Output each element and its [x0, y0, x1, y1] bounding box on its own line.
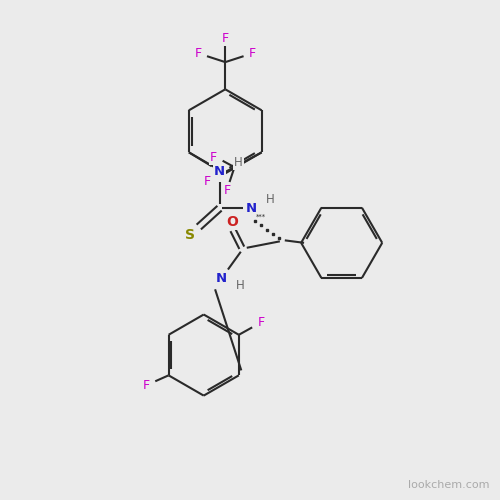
Text: F: F: [258, 316, 264, 329]
Text: F: F: [210, 151, 218, 164]
Text: F: F: [249, 46, 256, 60]
Text: F: F: [224, 184, 230, 198]
Text: N: N: [216, 272, 226, 285]
Text: H: H: [266, 193, 275, 206]
Text: F: F: [204, 174, 211, 188]
Text: F: F: [222, 32, 229, 45]
Text: N: N: [246, 202, 257, 214]
Text: N: N: [214, 164, 225, 177]
Text: H: H: [234, 156, 242, 168]
Text: ***: ***: [256, 214, 266, 220]
Text: F: F: [194, 46, 202, 60]
Text: H: H: [236, 280, 244, 292]
Text: O: O: [226, 215, 238, 229]
Text: S: S: [185, 228, 195, 242]
Text: F: F: [143, 378, 150, 392]
Text: lookchem.com: lookchem.com: [408, 480, 490, 490]
